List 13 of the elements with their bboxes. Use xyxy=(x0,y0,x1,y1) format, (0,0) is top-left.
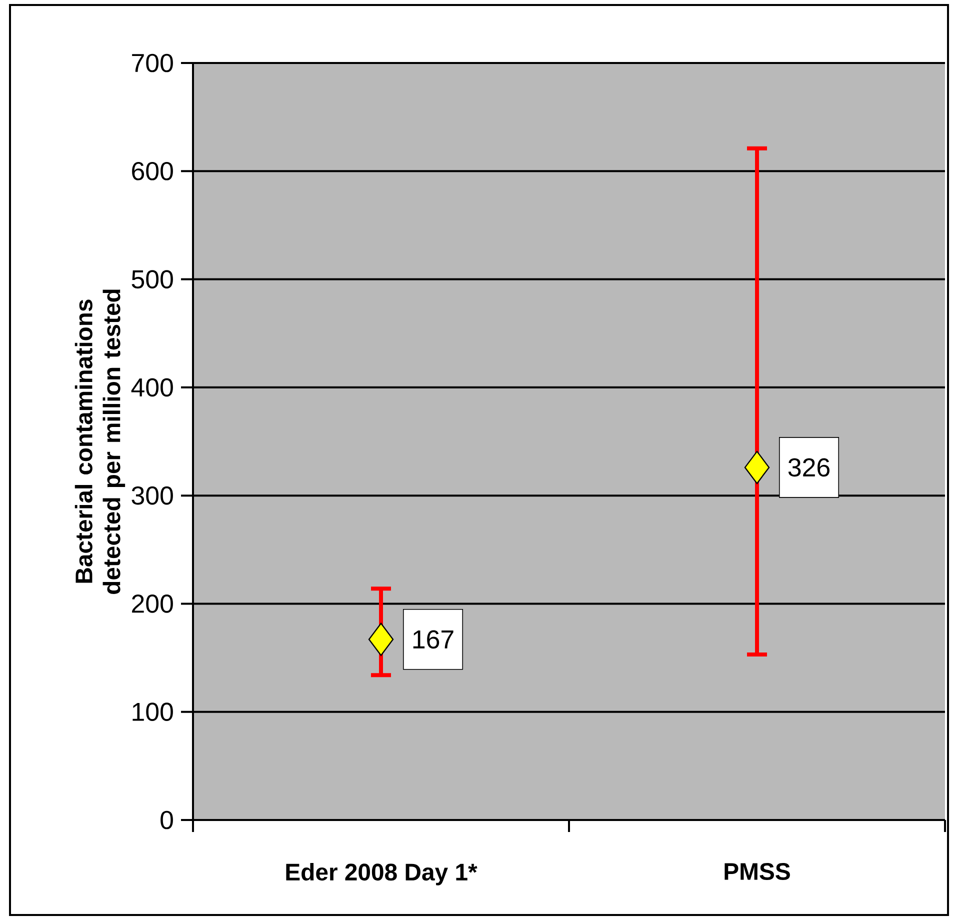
y-tick-label: 400 xyxy=(131,378,173,397)
y-tick-label: 200 xyxy=(132,594,173,613)
y-tick-label: 600 xyxy=(132,162,173,180)
x-tick-label: Eder 2008 Day 1* xyxy=(286,863,478,886)
y-tick-label: 0 xyxy=(160,810,173,830)
data-label: 167 xyxy=(413,630,454,649)
y-tick-label: 700 xyxy=(132,54,173,72)
y-tick-label: 300 xyxy=(132,486,173,505)
x-tick-label: PMSS xyxy=(724,863,790,880)
y-tick-label: 500 xyxy=(132,270,173,288)
data-label: 326 xyxy=(788,458,830,477)
y-axis-title: Bacterial contaminations detected per million tested xyxy=(74,290,126,594)
y-tick-label: 100 xyxy=(132,702,173,722)
